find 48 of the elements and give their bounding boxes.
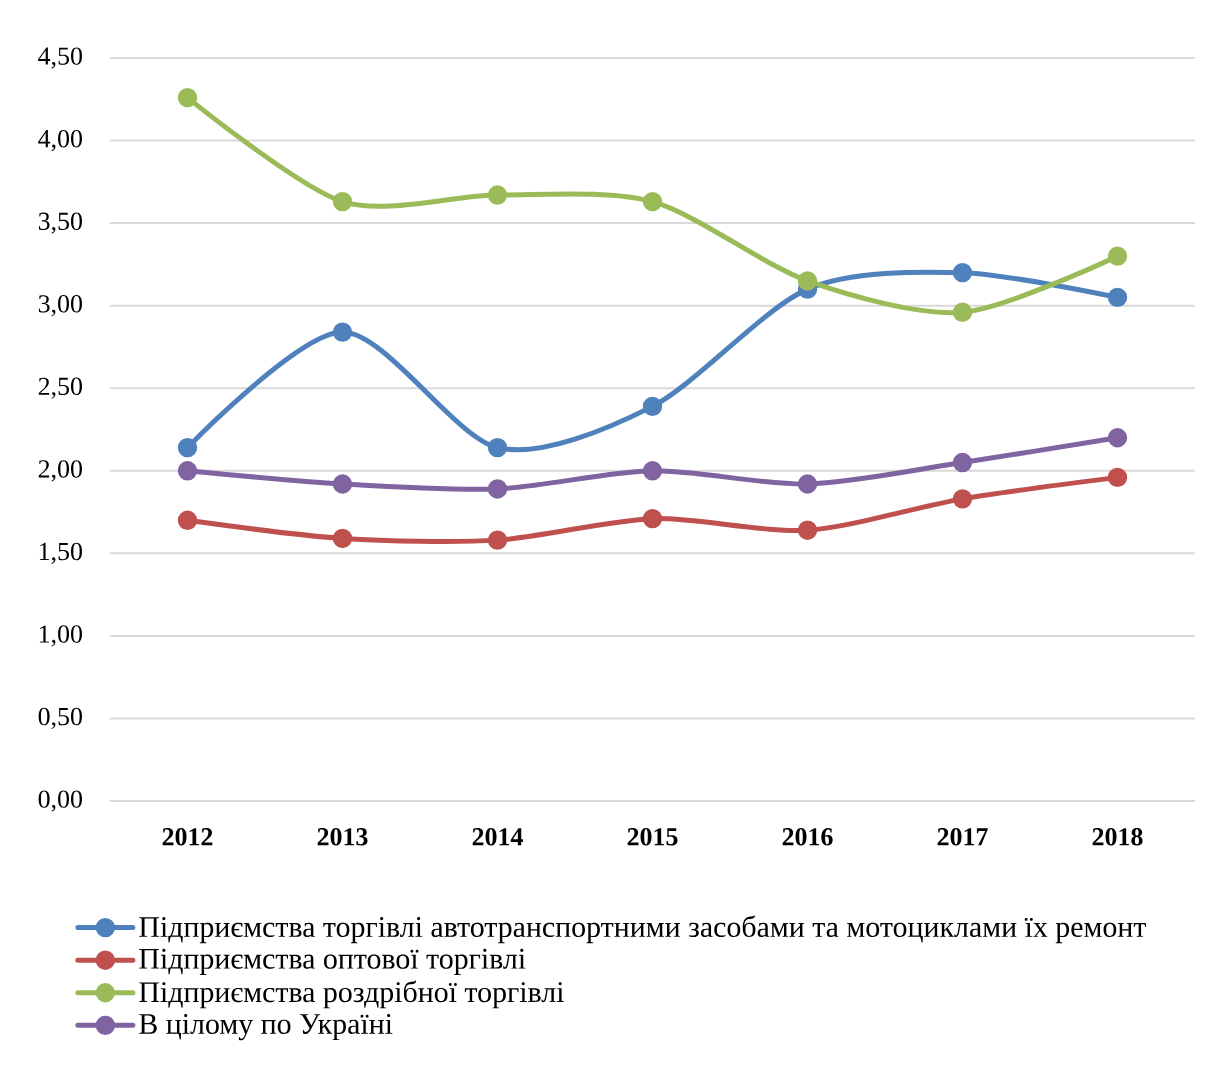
point (642, 396, 663, 417)
legend-label: Підприємства торгівлі автотранспортними засобами та мотоциклами їх ремонт (139, 915, 1146, 944)
x-tick-label: 2017 (937, 828, 988, 846)
x-tick-label: 2016 (782, 828, 833, 846)
point (177, 461, 198, 481)
y-tick-label: 0,50 (38, 707, 82, 730)
point (177, 437, 198, 458)
y-tick-label: 1,50 (39, 542, 82, 564)
y-tick-label: 4,00 (38, 129, 82, 152)
point (797, 520, 818, 540)
point (952, 302, 973, 322)
y-tick-label: 3,50 (38, 212, 82, 234)
point (1107, 246, 1128, 266)
point (332, 191, 353, 212)
y-tick-label: 2,00 (38, 460, 82, 482)
y-tick-label: 2,50 (38, 377, 82, 399)
point (177, 510, 198, 531)
point (642, 461, 663, 481)
point (797, 474, 818, 494)
x-tick-label: 2012 (162, 828, 213, 846)
y-tick-label: 4,50 (38, 47, 82, 69)
point (332, 528, 353, 549)
x-tick-label: 2014 (472, 828, 523, 846)
point (1107, 287, 1128, 308)
y-tick-label: 1,00 (39, 625, 82, 647)
point (1107, 428, 1128, 448)
y-tick-label: 3,00 (38, 295, 82, 317)
point (952, 452, 973, 473)
point (952, 489, 973, 509)
point (332, 322, 353, 342)
point (487, 479, 508, 499)
point (332, 474, 353, 494)
point (487, 437, 508, 458)
legend-label: Підприємства оптової торгівлі (139, 948, 526, 975)
point (797, 271, 818, 291)
point (487, 530, 508, 550)
legend-label: В цілому по Україні (139, 1013, 393, 1041)
point (1107, 467, 1128, 488)
x-tick-label: 2018 (1092, 828, 1143, 846)
x-tick-label: 2013 (317, 828, 368, 846)
point (487, 185, 508, 205)
point (642, 508, 663, 529)
point (952, 262, 973, 283)
legend-label: Підприємства роздрібної торгівлі (139, 980, 564, 1009)
x-tick-label: 2015 (627, 828, 678, 846)
point (642, 191, 663, 212)
point (177, 87, 198, 108)
y-tick-label: 0,00 (38, 790, 82, 812)
